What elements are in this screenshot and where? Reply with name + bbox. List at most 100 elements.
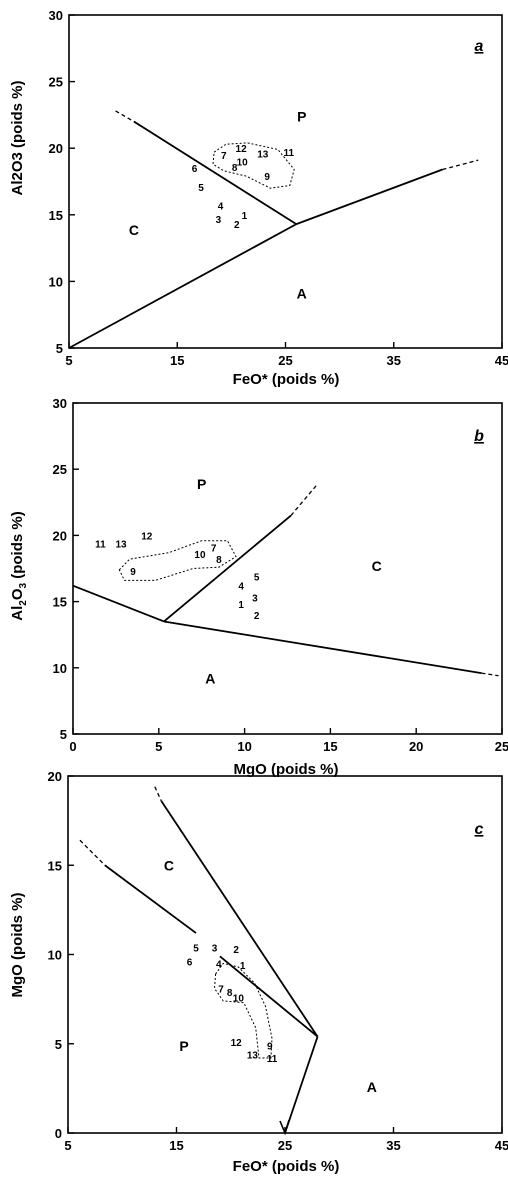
panel-c-boundary-arrowhead (279, 1119, 290, 1136)
panel-a-sample-point: 8 (232, 163, 238, 174)
panel-b-sample-point: 3 (252, 594, 258, 605)
panel-a-sample-point: 6 (192, 164, 198, 175)
panel-b-y-axis-sub-3: 3 (18, 583, 29, 589)
panel-c-sample-point: 3 (212, 943, 218, 954)
panel-b-x-tick-label: 0 (69, 739, 76, 754)
panel-c-boundary-line (284, 1036, 319, 1134)
panel-a-x-tick-label: 35 (387, 353, 401, 368)
panel-c-boundary-line (154, 786, 162, 802)
panel-b-x-tick-label: 5 (155, 739, 162, 754)
panel-c-x-tick-label: 35 (386, 1138, 400, 1153)
panel-a-sample-point: 10 (237, 158, 249, 169)
panel-b-field-label: P (197, 476, 206, 492)
panel-a-y-tick-label: 15 (49, 208, 63, 223)
panel-a-x-tick-label: 15 (170, 353, 184, 368)
panel-c-field-label: A (367, 1079, 377, 1095)
panel-b-sample-point: 1 (238, 600, 244, 611)
panel-a-y-tick-label: 20 (49, 141, 63, 156)
panel-c-sample-point: 5 (193, 943, 199, 954)
panel-b-y-tick-label: 5 (60, 727, 67, 742)
panel-c-letter: c (475, 821, 484, 838)
panel-c-y-tick-label: 15 (48, 858, 62, 873)
panel-a-sample-point: 1 (242, 211, 248, 222)
panel-c-y-tick-label: 10 (48, 948, 62, 963)
panel-b-boundary-line (163, 620, 482, 674)
panel-b-group-outline (118, 540, 237, 581)
panel-a-x-tick-label: 25 (278, 353, 292, 368)
panel-a-y-tick-label: 30 (49, 8, 63, 23)
panel-a-boundary-line (442, 159, 479, 171)
panel-c-sample-point: 8 (227, 988, 233, 999)
panel-b-sample-point: 12 (141, 531, 153, 542)
panel-c-y-axis-label: MgO (poids %) (9, 893, 26, 998)
panel-b-sample-point: 8 (216, 555, 222, 566)
panel-c-plot-frame (67, 775, 503, 1134)
panel-c-sample-point: 4 (216, 959, 222, 970)
panel-a-y-tick-label: 10 (49, 274, 63, 289)
panel-b-boundary-line (481, 672, 499, 677)
panel-b-boundary-line (163, 514, 292, 623)
panel-c-boundary-line (79, 839, 106, 866)
panel-a-sample-point: 2 (234, 220, 240, 231)
panel-a-boundary-line (115, 110, 135, 123)
panel-a-sample-point: 12 (236, 144, 248, 155)
panel-b-y-tick-label: 30 (53, 396, 67, 411)
panel-a-sample-point: 11 (283, 148, 294, 159)
panel-c-sample-point: 2 (233, 945, 239, 956)
panel-b-sample-point: 13 (115, 539, 127, 550)
panel-c-chart: MgO (poids %) FeO* (poids %) c 5 15 25 35 45… (9, 769, 508, 1175)
panel-c-y-tick-label: 0 (55, 1126, 62, 1141)
panel-c-sample-point: 6 (187, 958, 193, 969)
panel-a-y-tick-label: 5 (56, 341, 63, 356)
panel-c-x-axis-label: FeO* (poids %) (233, 1158, 340, 1175)
panel-a-sample-point: 7 (221, 151, 227, 162)
panel-a-boundary-line (68, 223, 297, 349)
panel-c-x-tick-label: 45 (495, 1138, 508, 1153)
panel-b-letter: b (474, 428, 484, 445)
panel-b-y-tick-label: 20 (53, 528, 67, 543)
panel-b-sample-point: 2 (254, 611, 260, 622)
panel-b-plot-frame (72, 402, 503, 735)
panel-a-boundary-line (296, 168, 443, 225)
panel-a-field-label: A (297, 286, 307, 302)
panel-b-y-axis-sub-2: 2 (18, 600, 29, 606)
panel-b-x-tick-label: 20 (409, 739, 423, 754)
panel-c-y-tick-label: 5 (55, 1037, 62, 1052)
panel-c-sample-point: 9 (267, 1042, 273, 1053)
panel-a-sample-point: 9 (264, 172, 270, 183)
panel-c-field-label: C (164, 858, 174, 874)
panel-c-x-tick-label: 25 (278, 1138, 292, 1153)
panel-a-letter: a (475, 38, 484, 55)
panel-c-sample-point: 13 (247, 1050, 259, 1061)
panel-b-sample-point: 4 (238, 582, 244, 593)
panel-a-x-tick-label: 45 (495, 353, 508, 368)
panel-a-sample-point: 3 (216, 215, 222, 226)
panel-a-x-tick-label: 5 (65, 353, 72, 368)
panel-b-chart: Al2O3 (poids %) MgO (poids %) b 0 5 10 15 20… (9, 396, 508, 778)
panel-b-x-axis-label: MgO (poids %) (234, 761, 339, 778)
panel-b-y-axis-o: O (9, 588, 26, 600)
panel-c-boundary-line (104, 864, 197, 934)
panel-a-sample-point: 4 (218, 201, 224, 212)
panel-b-boundary-line (290, 484, 318, 516)
panel-b-sample-point: 10 (194, 550, 206, 561)
panel-c-sample-point: 11 (267, 1054, 278, 1065)
panel-b-x-tick-label: 25 (495, 739, 508, 754)
panel-b-sample-point: 9 (130, 567, 136, 578)
panel-a-boundary-line (133, 120, 297, 225)
panel-b-y-tick-label: 25 (53, 462, 67, 477)
panel-b-y-axis-unit: (poids %) (9, 511, 26, 583)
panel-a-sample-point: 13 (257, 150, 269, 161)
panel-a-chart: Al2O3 (poids %) FeO* (poids %) a 5 15 25 35… (9, 8, 508, 388)
panel-a-field-label: C (129, 222, 139, 238)
panel-c-x-tick-label: 15 (169, 1138, 183, 1153)
panel-c-sample-point: 7 (218, 984, 224, 995)
panel-b-x-tick-label: 15 (323, 739, 337, 754)
panel-a-x-axis-label: FeO* (poids %) (233, 371, 340, 388)
panel-c-y-tick-label: 20 (48, 769, 62, 784)
panel-a-plot-frame (68, 14, 503, 349)
panel-b-field-label: A (205, 671, 215, 687)
panel-b-y-tick-label: 10 (53, 661, 67, 676)
panel-a-y-tick-label: 25 (49, 75, 63, 90)
